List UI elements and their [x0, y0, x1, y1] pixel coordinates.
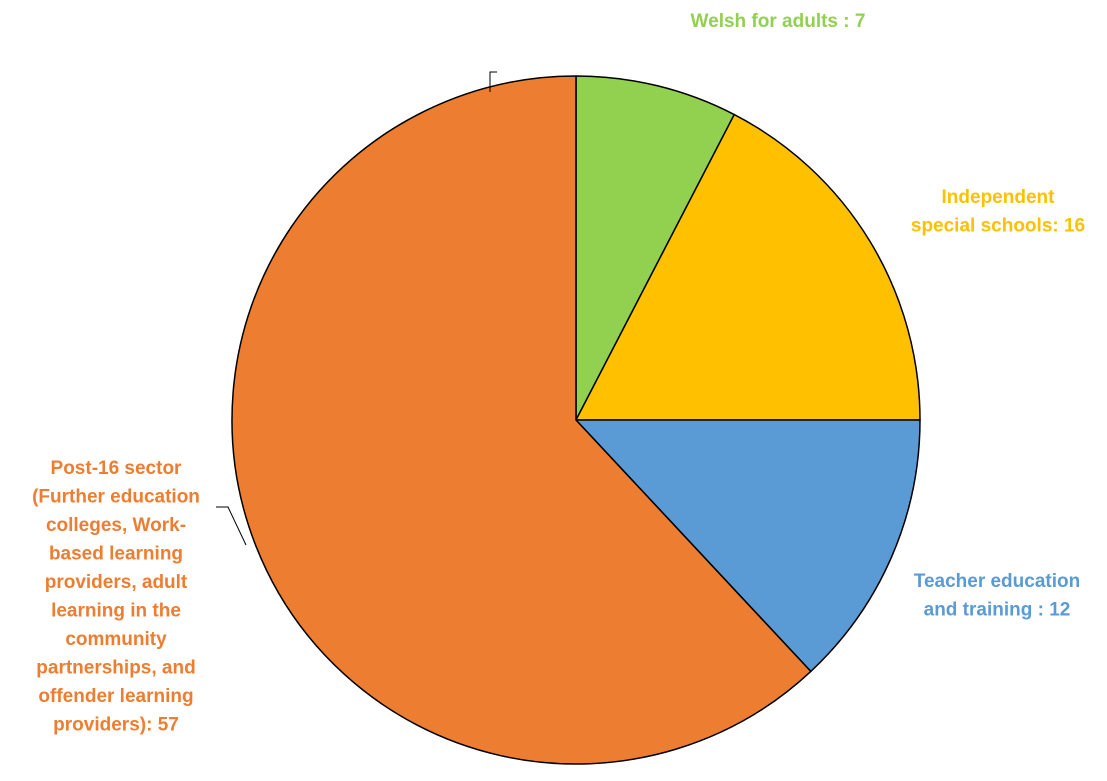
leader-line-post-16-sector — [216, 506, 247, 546]
pie-slice-teacher-education-and-training — [575, 419, 921, 673]
pie-slice-welsh-for-adults — [575, 75, 736, 421]
pie-slice-post-16-sector — [231, 75, 812, 765]
data-label-independent-special-schools: Independent special schools: 16 — [911, 187, 1085, 237]
leader-lines — [216, 71, 497, 546]
leader-line-welsh-for-adults — [489, 71, 497, 92]
data-labels: Welsh for adults : 7 Independent special s… — [32, 11, 1085, 736]
data-label-welsh-for-adults: Welsh for adults : 7 — [691, 11, 866, 32]
pie-slices — [231, 75, 921, 765]
pie-slice-independent-special-schools — [575, 113, 921, 421]
data-label-post-16-sector: Post-16 sector (Further education colleges… — [32, 458, 200, 736]
data-label-teacher-education-and-training: Teacher education and training : 12 — [914, 571, 1080, 621]
